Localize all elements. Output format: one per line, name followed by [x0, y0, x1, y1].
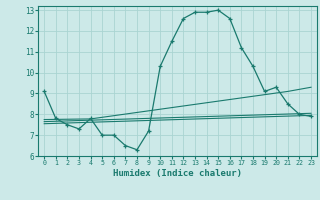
X-axis label: Humidex (Indice chaleur): Humidex (Indice chaleur)	[113, 169, 242, 178]
